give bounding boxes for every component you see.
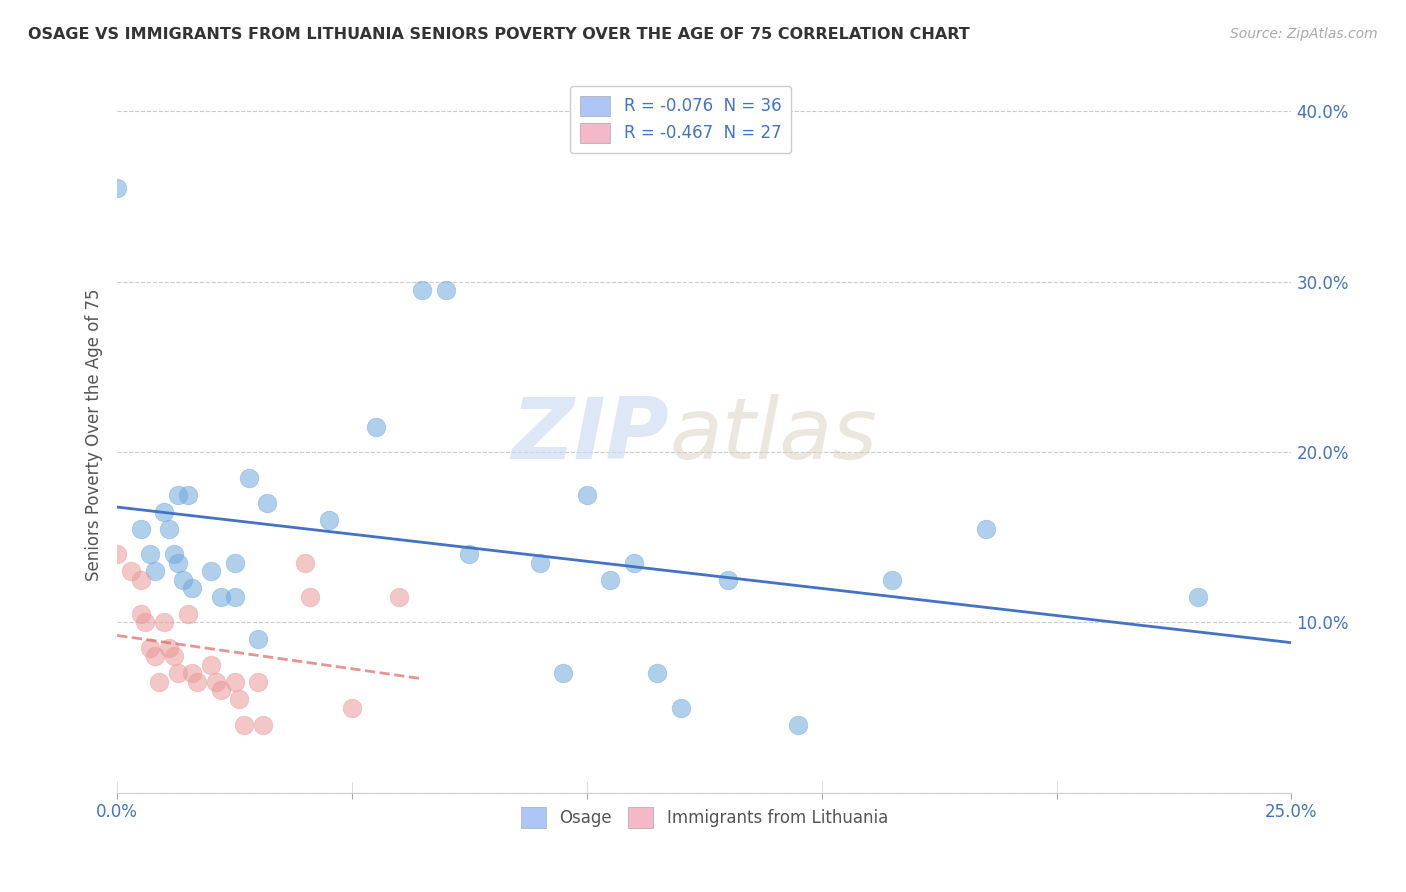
Point [167,666,190,681]
Point [247,675,270,690]
Point [256,496,278,510]
Point [157,640,180,655]
Point [209,683,232,698]
Point [882,573,904,587]
Point [252,717,274,731]
Point [575,488,598,502]
Point [153,505,176,519]
Point [298,590,321,604]
Point [669,700,692,714]
Point [200,657,222,672]
Point [647,666,669,681]
Text: ZIP: ZIP [512,393,669,476]
Text: atlas: atlas [669,393,877,476]
Point [717,573,740,587]
Point [224,590,246,604]
Point [458,547,481,561]
Point [1187,590,1209,604]
Point [205,675,228,690]
Point [247,632,270,647]
Point [162,547,184,561]
Point [148,675,170,690]
Point [186,675,208,690]
Point [129,522,152,536]
Point [238,470,260,484]
Point [143,649,166,664]
Text: Source: ZipAtlas.com: Source: ZipAtlas.com [1230,27,1378,41]
Point [411,283,433,297]
Point [129,607,152,621]
Point [434,283,457,297]
Point [294,556,316,570]
Point [120,564,142,578]
Point [364,419,387,434]
Point [228,692,250,706]
Point [974,522,997,536]
Point [529,556,551,570]
Point [157,522,180,536]
Point [787,717,810,731]
Y-axis label: Seniors Poverty Over the Age of 75: Seniors Poverty Over the Age of 75 [86,289,103,582]
Point [105,181,128,195]
Point [318,513,340,527]
Point [599,573,621,587]
Point [224,675,246,690]
Point [153,615,176,630]
Text: OSAGE VS IMMIGRANTS FROM LITHUANIA SENIORS POVERTY OVER THE AGE OF 75 CORRELATIO: OSAGE VS IMMIGRANTS FROM LITHUANIA SENIO… [28,27,970,42]
Point [176,488,198,502]
Point [167,488,190,502]
Point [181,666,204,681]
Point [105,547,128,561]
Point [129,573,152,587]
Point [143,564,166,578]
Point [209,590,232,604]
Point [176,607,198,621]
Point [162,649,184,664]
Point [388,590,411,604]
Point [167,556,190,570]
Legend: Osage, Immigrants from Lithuania: Osage, Immigrants from Lithuania [515,801,894,834]
Point [553,666,575,681]
Point [139,547,162,561]
Point [623,556,645,570]
Point [233,717,256,731]
Point [139,640,162,655]
Point [172,573,194,587]
Point [134,615,156,630]
Point [200,564,222,578]
Point [181,582,204,596]
Point [340,700,363,714]
Point [224,556,246,570]
